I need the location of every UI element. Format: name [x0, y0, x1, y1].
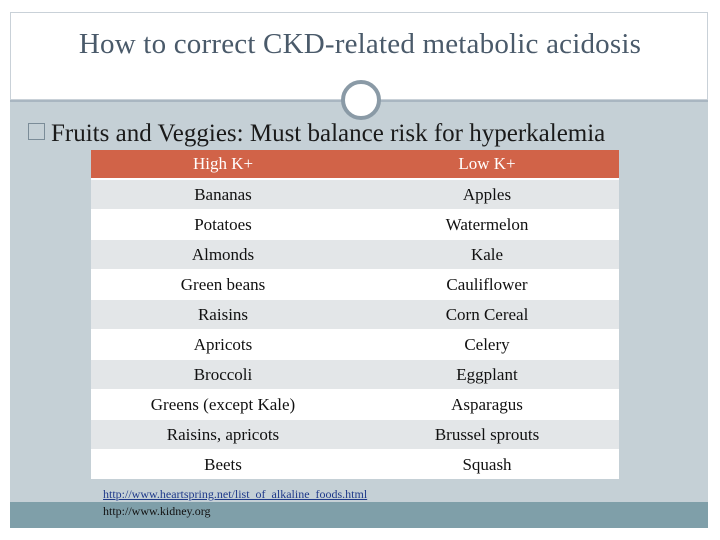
low-k-food-cell: Corn Cereal [355, 299, 619, 330]
high-k-food-cell: Green beans [91, 269, 355, 300]
high-k-food-cell: Greens (except Kale) [91, 389, 355, 420]
bullet-text: Fruits and Veggies: Must balance risk fo… [51, 120, 606, 147]
low-k-food-cell: Squash [355, 449, 619, 479]
low-k-food-cell: Watermelon [355, 209, 619, 240]
high-k-food-cell: Raisins, apricots [91, 419, 355, 450]
square-bullet-icon [28, 123, 45, 140]
slide-title: How to correct CKD-related metabolic aci… [78, 28, 642, 60]
high-k-food-cell: Raisins [91, 299, 355, 330]
high-k-food-cell: Almonds [91, 239, 355, 270]
low-k-food-cell: Eggplant [355, 359, 619, 390]
table-row: Apricots Celery [91, 329, 619, 360]
low-k-food-cell: Asparagus [355, 389, 619, 420]
table-row: Broccoli Eggplant [91, 359, 619, 390]
high-k-food-cell: Bananas [91, 178, 355, 210]
table-row: Potatoes Watermelon [91, 209, 619, 240]
references: http://www.heartspring.net/list_of_alkal… [103, 486, 367, 520]
high-k-food-cell: Apricots [91, 329, 355, 360]
table-row: Almonds Kale [91, 239, 619, 270]
reference-link-heartspring[interactable]: http://www.heartspring.net/list_of_alkal… [103, 487, 368, 501]
ring-ornament-icon [341, 80, 381, 120]
table-row: Green beans Cauliflower [91, 269, 619, 300]
bullet-point: Fruits and Veggies: Must balance risk fo… [28, 120, 605, 148]
header-low-k: Low K+ [355, 150, 619, 180]
table-row: Beets Squash [91, 449, 619, 479]
reference-link-kidney[interactable]: http://www.kidney.org [103, 504, 211, 518]
table-header-row: High K+ Low K+ [91, 150, 619, 180]
low-k-food-cell: Kale [355, 239, 619, 270]
low-k-food-cell: Celery [355, 329, 619, 360]
potassium-foods-table: High K+ Low K+ Bananas Apples Potatoes Wate… [91, 150, 619, 479]
table-row: Raisins, apricots Brussel sprouts [91, 419, 619, 450]
low-k-food-cell: Brussel sprouts [355, 419, 619, 450]
low-k-food-cell: Apples [355, 178, 619, 210]
table-row: Greens (except Kale) Asparagus [91, 389, 619, 420]
table-row: Raisins Corn Cereal [91, 299, 619, 330]
low-k-food-cell: Cauliflower [355, 269, 619, 300]
high-k-food-cell: Broccoli [91, 359, 355, 390]
high-k-food-cell: Potatoes [91, 209, 355, 240]
table-row: Bananas Apples [91, 178, 619, 210]
header-high-k: High K+ [91, 150, 355, 180]
bottom-bar [10, 502, 708, 528]
high-k-food-cell: Beets [91, 449, 355, 479]
